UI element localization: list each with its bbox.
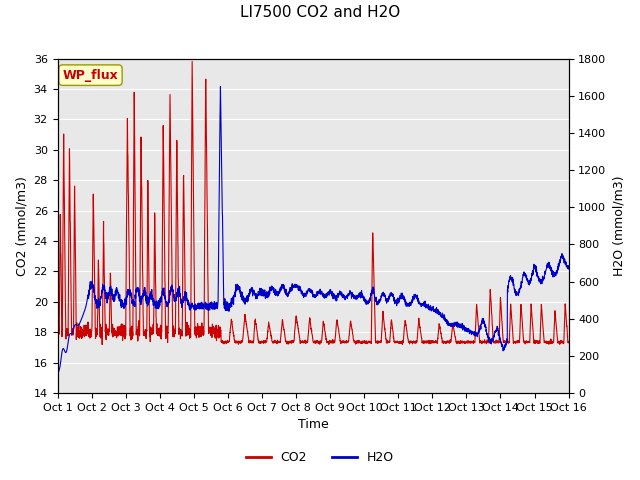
H2O xyxy=(112,293,120,299)
H2O xyxy=(564,266,572,272)
CO2 xyxy=(54,327,61,333)
CO2 xyxy=(99,342,106,348)
H2O xyxy=(555,262,563,267)
Text: WP_flux: WP_flux xyxy=(63,69,118,82)
H2O xyxy=(272,293,280,299)
CO2 xyxy=(112,331,120,337)
X-axis label: Time: Time xyxy=(298,419,328,432)
Line: H2O: H2O xyxy=(58,86,568,374)
CO2 xyxy=(555,339,563,345)
H2O xyxy=(500,344,508,350)
H2O xyxy=(216,84,224,89)
H2O xyxy=(142,293,150,299)
Text: LI7500 CO2 and H2O: LI7500 CO2 and H2O xyxy=(240,5,400,20)
CO2 xyxy=(500,338,508,344)
Y-axis label: H2O (mmol/m3): H2O (mmol/m3) xyxy=(612,176,625,276)
CO2 xyxy=(250,334,258,340)
H2O xyxy=(250,287,257,293)
Y-axis label: CO2 (mmol/m3): CO2 (mmol/m3) xyxy=(15,176,28,276)
CO2 xyxy=(143,327,150,333)
CO2 xyxy=(188,59,196,64)
Legend: CO2, H2O: CO2, H2O xyxy=(241,446,399,469)
CO2 xyxy=(272,338,280,344)
Line: CO2: CO2 xyxy=(58,61,568,345)
CO2 xyxy=(564,339,572,345)
H2O xyxy=(54,371,61,377)
